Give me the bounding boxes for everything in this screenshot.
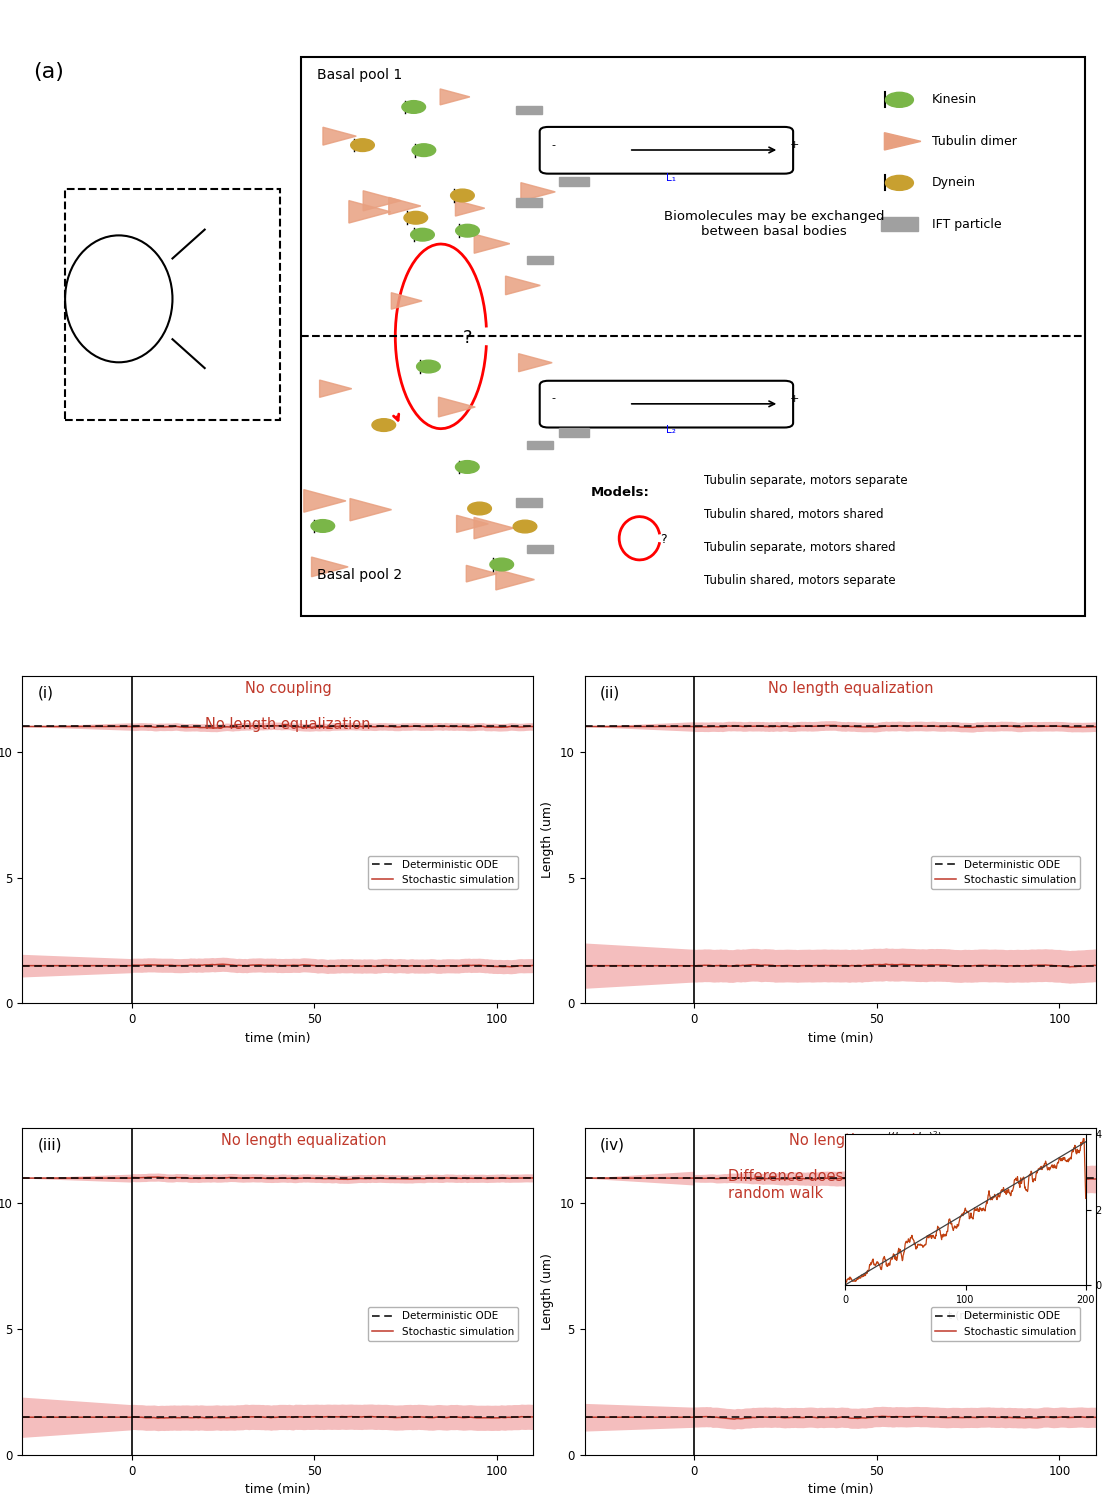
Legend: Deterministic ODE, Stochastic simulation: Deterministic ODE, Stochastic simulation [931,855,1080,889]
Text: (iii): (iii) [38,1137,62,1152]
Text: ?: ? [660,532,666,546]
Circle shape [886,176,913,190]
Circle shape [412,144,436,156]
Text: Kinesin: Kinesin [932,93,976,106]
X-axis label: time (min): time (min) [807,1484,873,1497]
X-axis label: time (min): time (min) [245,1032,311,1044]
Text: Models:: Models: [591,486,650,498]
Text: No coupling: No coupling [245,681,331,696]
Polygon shape [521,183,556,201]
Text: Dynein: Dynein [932,177,975,189]
Text: (iv): (iv) [600,1137,625,1152]
Text: Basal pool 1: Basal pool 1 [318,68,403,82]
Text: Tubulin shared, motors separate: Tubulin shared, motors separate [704,574,896,588]
Circle shape [490,558,514,572]
Bar [559,427,589,438]
Polygon shape [391,292,422,309]
Bar [527,256,552,264]
Text: (b): (b) [28,676,59,696]
Text: IFT particle: IFT particle [932,217,1001,231]
Legend: Deterministic ODE, Stochastic simulation: Deterministic ODE, Stochastic simulation [931,1308,1080,1341]
Text: Difference does
random walk: Difference does random walk [727,1168,844,1202]
Text: Biomolecules may be exchanged
between basal bodies: Biomolecules may be exchanged between ba… [663,210,884,238]
Text: (a): (a) [33,63,64,82]
Polygon shape [441,88,469,105]
Polygon shape [455,201,485,216]
Bar [527,441,552,448]
Polygon shape [474,234,510,254]
Polygon shape [363,190,401,211]
Circle shape [416,360,441,374]
Circle shape [451,189,474,202]
Text: Motors separate: Motors separate [309,688,455,706]
Text: -: - [551,140,556,150]
Circle shape [311,519,334,532]
Polygon shape [474,518,514,538]
Text: -: - [551,393,556,404]
Text: ?: ? [463,328,473,346]
Polygon shape [349,201,391,223]
Text: Tubulin separate, motors shared: Tubulin separate, motors shared [704,542,896,554]
Legend: Deterministic ODE, Stochastic simulation: Deterministic ODE, Stochastic simulation [369,1308,518,1341]
Polygon shape [506,276,540,296]
Text: Tubulin
separate: Tubulin separate [48,847,115,879]
Text: Tubulin
shared: Tubulin shared [54,1224,108,1257]
Text: +: + [790,140,799,150]
Circle shape [455,460,479,474]
Text: No length equalization: No length equalization [220,1132,386,1148]
Bar [559,177,589,186]
Polygon shape [320,380,352,398]
Text: No length equalization: No length equalization [768,681,933,696]
Polygon shape [311,556,348,576]
Text: +: + [790,393,799,404]
Polygon shape [389,198,421,214]
Polygon shape [884,132,921,150]
X-axis label: time (min): time (min) [807,1032,873,1044]
Text: L₂: L₂ [666,424,676,435]
Circle shape [514,520,537,532]
Circle shape [468,503,492,515]
Bar [881,217,918,231]
Text: Tubulin separate, motors separate: Tubulin separate, motors separate [704,474,908,488]
Polygon shape [323,128,356,146]
Text: No length control: No length control [789,1132,915,1148]
Text: L₁: L₁ [666,172,676,183]
Polygon shape [350,498,392,520]
Circle shape [372,419,395,432]
Bar [516,198,541,207]
Polygon shape [496,568,535,590]
Text: Tubulin dimer: Tubulin dimer [932,135,1016,148]
Legend: Deterministic ODE, Stochastic simulation: Deterministic ODE, Stochastic simulation [369,855,518,889]
Polygon shape [466,566,497,582]
Y-axis label: Length (um): Length (um) [541,1252,555,1330]
Polygon shape [438,398,475,417]
Text: Tubulin shared, motors shared: Tubulin shared, motors shared [704,507,883,520]
Bar [516,498,541,507]
Text: $\langle(L_1-L_2)^2\rangle$: $\langle(L_1-L_2)^2\rangle$ [887,1130,943,1146]
Bar [516,106,541,114]
Polygon shape [456,516,488,532]
Circle shape [886,93,913,108]
Text: (ii): (ii) [600,686,620,700]
X-axis label: time (min): time (min) [245,1484,311,1497]
Text: (i): (i) [38,686,53,700]
Text: ($\mu$m$^2$): ($\mu$m$^2$) [899,1146,930,1161]
Circle shape [351,140,374,152]
Bar [527,544,552,552]
Y-axis label: Length (um): Length (um) [541,801,555,877]
Text: Basal pool 2: Basal pool 2 [318,567,403,582]
Polygon shape [518,354,552,372]
Circle shape [402,100,425,114]
Polygon shape [303,489,345,512]
Circle shape [411,228,434,242]
Circle shape [456,225,479,237]
Circle shape [404,211,427,223]
Text: No length equalization: No length equalization [205,717,371,732]
Text: Motors shared: Motors shared [811,688,940,706]
